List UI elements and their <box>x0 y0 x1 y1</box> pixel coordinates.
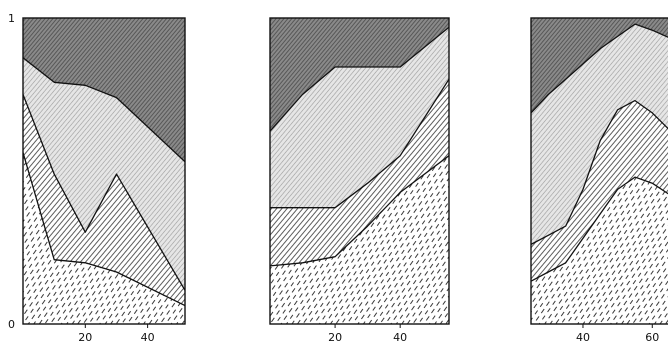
plot-area <box>23 18 185 324</box>
area-band-3 <box>270 27 449 208</box>
area-band-1 <box>23 152 185 324</box>
boundary-line-2 <box>531 99 668 245</box>
boundary-line-1 <box>23 152 185 307</box>
area-band-4 <box>23 18 185 162</box>
boundary-line-3 <box>23 57 185 163</box>
y-tick-label: 1 <box>8 12 15 25</box>
boundary-line-3 <box>531 23 668 114</box>
plot-frame <box>22 17 186 325</box>
plot-frame <box>530 17 668 325</box>
x-tick-label: 20 <box>328 331 342 344</box>
boundary-line-1 <box>270 155 449 267</box>
area-band-4 <box>270 18 449 132</box>
x-tick-label: 40 <box>141 331 155 344</box>
area-band-3 <box>531 24 668 245</box>
y-tick-label: 0 <box>8 318 15 331</box>
area-band-1 <box>531 177 668 324</box>
area-band-2 <box>23 94 185 306</box>
chart-panel-2: 20 40 <box>269 17 450 344</box>
chart-panel-3: 40 60 <box>530 17 668 344</box>
boundary-line-2 <box>270 78 449 209</box>
boundary-line-2 <box>23 94 185 291</box>
x-tick-label: 40 <box>576 331 590 344</box>
plot-area <box>270 18 449 324</box>
area-band-3 <box>23 57 185 291</box>
plot-area <box>531 18 668 324</box>
x-tick-label: 40 <box>393 331 407 344</box>
plot-frame <box>269 17 450 325</box>
area-band-4 <box>531 18 668 113</box>
x-tick-label: 60 <box>645 331 659 344</box>
boundary-line-3 <box>270 26 449 132</box>
x-tick-label: 20 <box>78 331 92 344</box>
area-band-1 <box>270 155 449 324</box>
area-band-2 <box>270 79 449 266</box>
boundary-line-1 <box>531 176 668 282</box>
area-band-2 <box>531 100 668 282</box>
chart-panel-1: 20 40 0 1 <box>8 12 186 344</box>
